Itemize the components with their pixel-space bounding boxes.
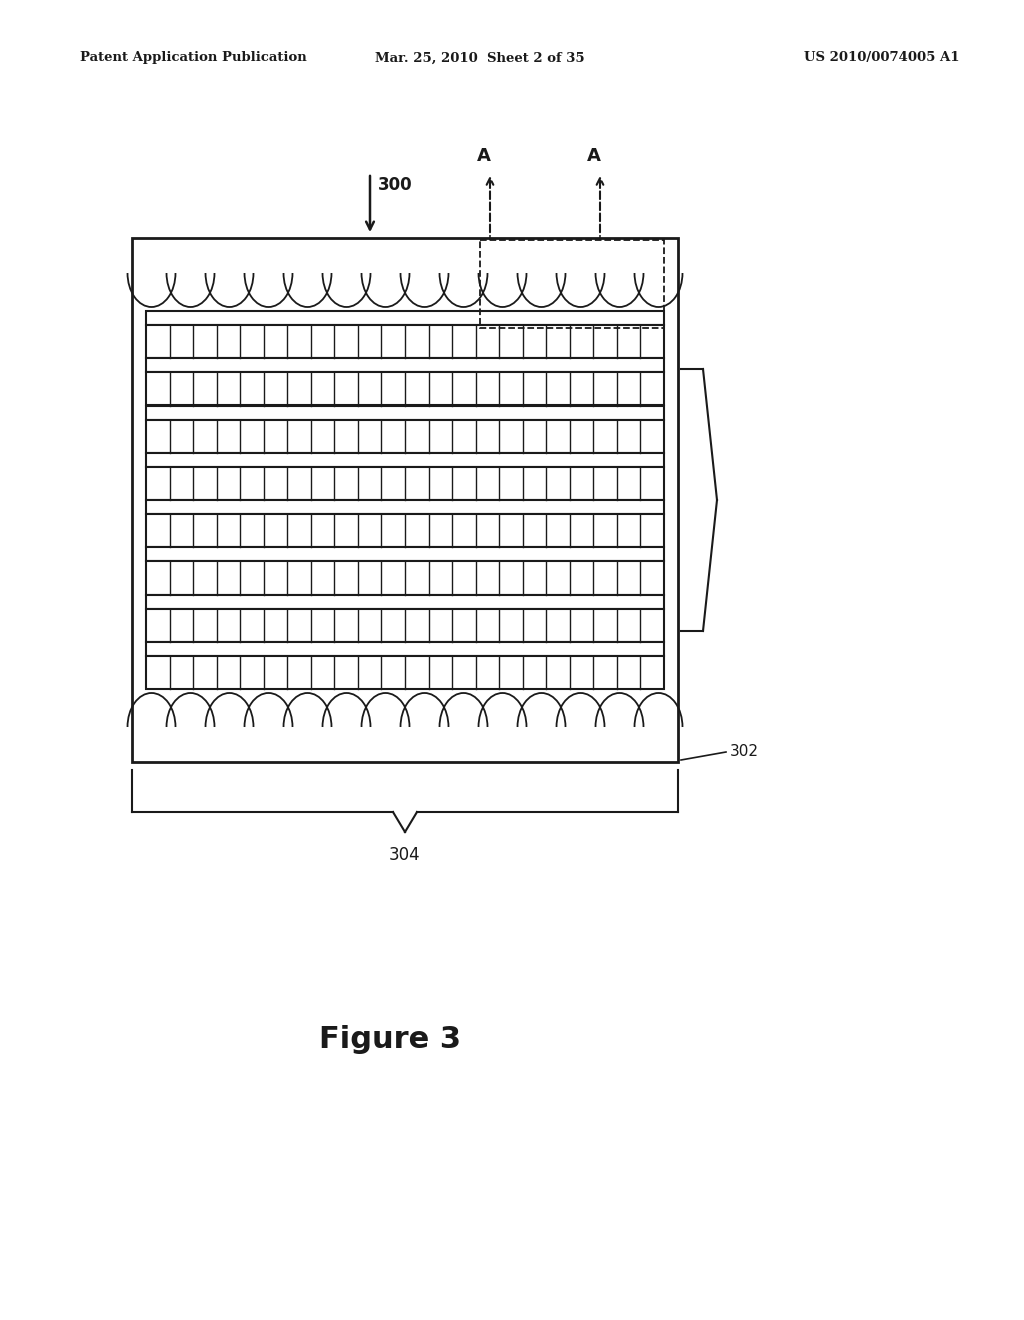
Bar xyxy=(480,240,664,329)
Bar xyxy=(146,656,664,689)
Text: US 2010/0074005 A1: US 2010/0074005 A1 xyxy=(805,51,961,65)
Bar xyxy=(146,358,664,372)
Bar xyxy=(146,548,664,561)
Text: A: A xyxy=(477,147,490,165)
Bar xyxy=(146,467,664,500)
Bar xyxy=(146,453,664,467)
Bar xyxy=(146,325,664,358)
Text: 302: 302 xyxy=(730,744,759,759)
Text: Patent Application Publication: Patent Application Publication xyxy=(80,51,307,65)
Bar xyxy=(146,405,664,420)
Bar xyxy=(146,642,664,656)
Text: 300: 300 xyxy=(378,176,413,194)
Bar xyxy=(146,312,664,325)
Bar xyxy=(146,515,664,548)
Text: Figure 3: Figure 3 xyxy=(319,1026,461,1055)
Bar xyxy=(146,372,664,405)
Bar xyxy=(146,420,664,453)
Bar xyxy=(146,561,664,594)
Text: Mar. 25, 2010  Sheet 2 of 35: Mar. 25, 2010 Sheet 2 of 35 xyxy=(375,51,585,65)
Bar xyxy=(132,238,678,762)
Bar xyxy=(146,500,664,515)
Text: A: A xyxy=(587,147,601,165)
Text: 304: 304 xyxy=(389,846,421,865)
Bar xyxy=(146,609,664,642)
Bar xyxy=(146,594,664,609)
